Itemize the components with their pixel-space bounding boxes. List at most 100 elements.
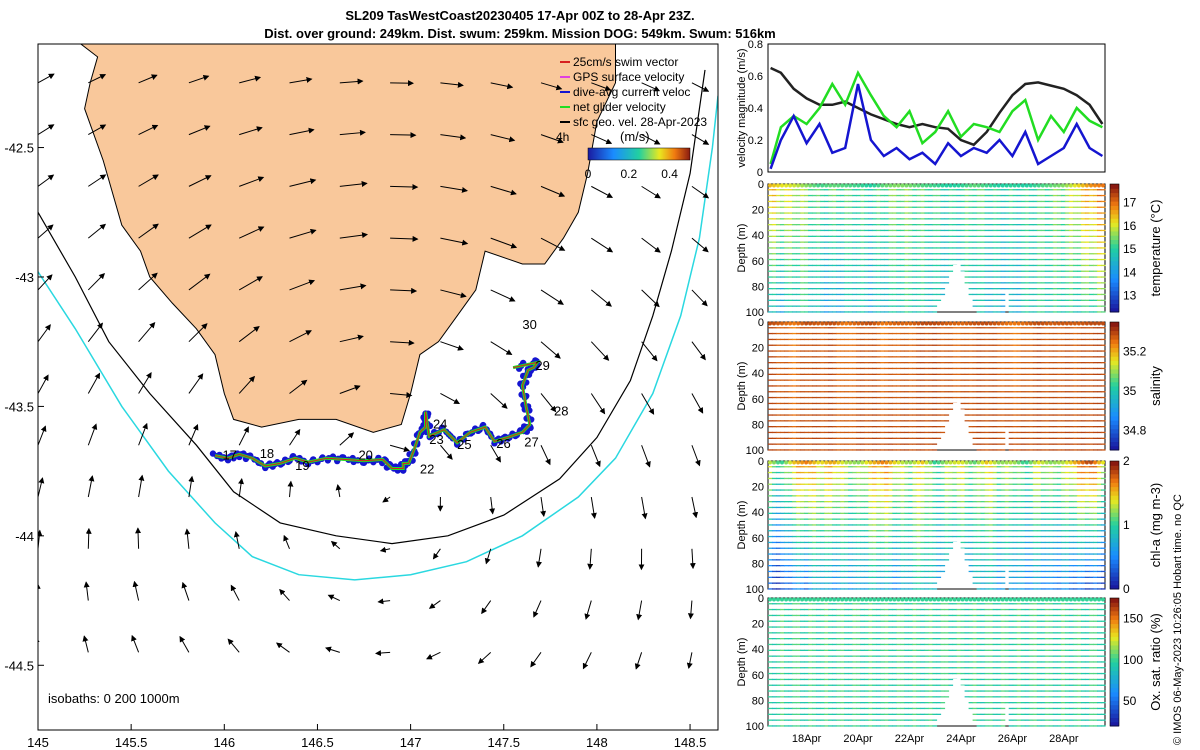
section-cell [968,431,974,434]
section-cell [1076,305,1082,307]
section-cell [868,327,873,329]
section-cell [780,264,785,267]
section-cell [928,218,934,220]
section-cell [1101,311,1106,313]
section-cell [904,206,909,208]
section-cell [880,541,885,544]
section-cell [852,311,857,313]
section-cell [1028,311,1034,313]
section-cell [768,477,773,480]
section-cell [880,431,885,434]
section-cell [864,270,869,272]
section-cell [860,559,865,561]
section-cell [864,396,869,399]
section-cell [876,588,881,590]
section-cell [1076,437,1082,439]
section-cell [972,420,978,422]
section-cell [840,483,845,485]
section-cell [856,535,861,538]
section-cell [1072,258,1078,261]
surface-point [880,183,885,188]
colorbar-label: temperature (°C) [1148,200,1163,297]
section-cell [1036,288,1042,290]
section-cell [792,276,797,278]
section-cell [924,241,930,243]
section-cell [928,305,934,307]
section-cell [824,535,829,538]
section-cell [904,373,909,375]
isobath-1000m [38,95,718,581]
section-cell [864,241,869,243]
section-cell [984,241,990,243]
section-cell [840,206,845,208]
section-cell [804,408,809,410]
section-cell [888,218,893,220]
section-cell [956,229,962,232]
section-cell [860,356,865,358]
section-cell [984,327,990,329]
section-cell [804,391,809,393]
section-cell [768,288,773,290]
section-cell [840,247,845,249]
section-cell [860,379,865,381]
section-cell [820,391,825,393]
section-cell [804,588,809,590]
surface-point [776,460,780,465]
section-cell [792,582,797,584]
section-cell [1101,437,1106,439]
section-cell [796,247,801,249]
section-cell [1020,264,1026,267]
section-cell [924,356,930,358]
section-cell [788,437,793,439]
section-cell [824,311,829,313]
section-cell [1093,241,1098,243]
section-cell [1068,420,1074,422]
section-cell [888,189,893,191]
section-cell [804,253,809,255]
section-cell [904,449,909,451]
section-cell [792,495,797,497]
section-cell [800,396,805,399]
section-cell [1068,247,1074,249]
section-cell [856,431,861,434]
section-cell [992,241,998,243]
section-cell [860,582,865,584]
section-cell [856,282,861,284]
section-cell [792,247,797,249]
section-cell [1056,356,1062,358]
section-cell [852,553,857,555]
section-cell [1032,229,1038,232]
sfc-arrow [339,432,355,446]
section-cell [880,189,885,191]
section-cell [856,501,861,503]
section-cell [840,344,845,346]
section-cell [876,299,881,301]
section-cell [832,212,837,214]
section-cell [768,466,773,468]
section-cell [868,189,873,191]
section-cell [888,396,893,399]
surface-point [796,321,801,326]
section-cell [864,350,869,352]
section-cell [1093,218,1098,220]
section-cell [1093,338,1098,341]
section-cell [904,264,909,267]
section-cell [796,344,801,346]
section-cell [880,437,885,439]
section-cell [836,350,841,352]
section-cell [808,385,813,387]
section-cell [984,229,990,232]
section-cell [836,373,841,375]
section-cell [1008,344,1014,346]
section-cell [820,293,825,296]
section-cell [852,582,857,584]
section-cell [876,258,881,261]
section-cell [904,229,909,232]
section-cell [876,420,881,422]
section-cell [780,311,785,313]
section-cell [992,431,998,434]
section-cell [824,443,829,445]
section-cell [1024,367,1030,370]
section-cell [992,206,998,208]
section-cell [856,338,861,341]
